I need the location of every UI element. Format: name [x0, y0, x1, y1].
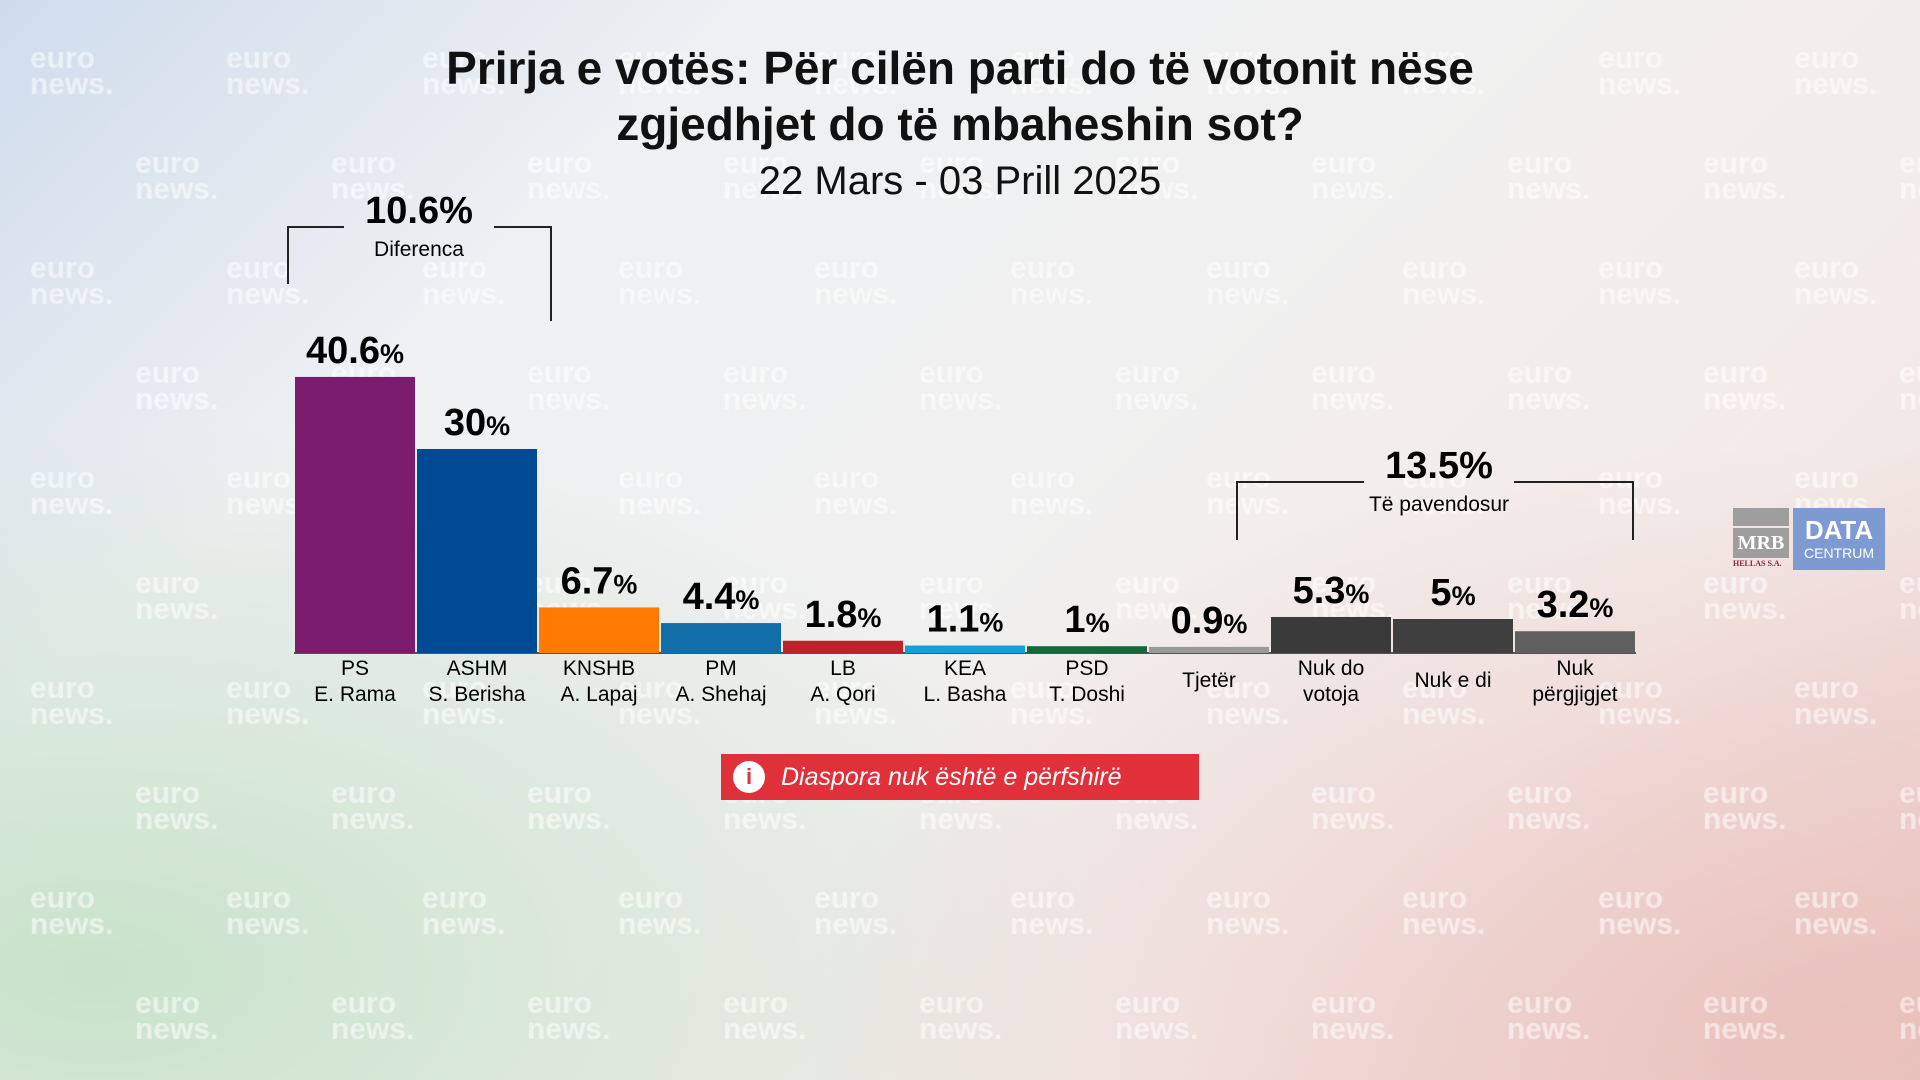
- value-label: 5.3%: [1293, 570, 1370, 612]
- value-label: 0.9%: [1171, 600, 1248, 642]
- category-label: S. Berisha: [429, 683, 526, 706]
- title-line-2: zgjedhjet do të mbaheshin sot?: [616, 98, 1304, 150]
- bar: [295, 376, 415, 653]
- category-label: E. Rama: [314, 683, 396, 706]
- mrb-datacentrum-logo: MRB HELLAS S.A. DATA CENTRUM: [1733, 508, 1885, 570]
- category-label: A. Shehaj: [675, 683, 766, 706]
- bar: [661, 623, 781, 653]
- annotation-value: 10.6%: [365, 190, 473, 232]
- category-label: PS: [341, 657, 369, 680]
- category-label: A. Lapaj: [560, 683, 637, 706]
- value-label: 6.7%: [561, 560, 638, 602]
- bar: [1149, 646, 1269, 653]
- info-icon: i: [733, 761, 765, 793]
- bar: [417, 449, 537, 653]
- bar: [783, 640, 903, 653]
- value-label: 1.1%: [927, 599, 1004, 641]
- value-label: 30%: [444, 402, 510, 444]
- category-label: Nuk e di: [1414, 669, 1491, 692]
- category-label: përgjigjet: [1532, 683, 1617, 706]
- annotation-label: Të pavendosur: [1369, 493, 1509, 516]
- category-label: T. Doshi: [1049, 683, 1125, 706]
- logo-mrb: MRB: [1733, 528, 1789, 558]
- category-label: votoja: [1303, 683, 1359, 706]
- annotation-bracket: [1236, 481, 1634, 540]
- category-label: Nuk: [1556, 657, 1594, 680]
- title-line-1: Prirja e votës: Për cilën parti do të vo…: [446, 42, 1474, 94]
- annotation-value: 13.5%: [1385, 445, 1493, 487]
- logo-mrb-sub: HELLAS S.A.: [1733, 559, 1782, 568]
- value-label: 5%: [1430, 572, 1475, 614]
- category-label: L. Basha: [924, 683, 1007, 706]
- bar: [1271, 616, 1391, 653]
- category-label: LB: [830, 657, 856, 680]
- value-label: 1.8%: [805, 594, 882, 636]
- value-label: 3.2%: [1537, 584, 1614, 626]
- category-label: A. Qori: [810, 683, 875, 706]
- value-label: 1%: [1064, 599, 1109, 641]
- chart-title: Prirja e votës: Për cilën parti do të vo…: [0, 40, 1920, 152]
- chart-subtitle: 22 Mars - 03 Prill 2025: [758, 159, 1162, 203]
- notice-text: Diaspora nuk është e përfshirë: [781, 763, 1122, 791]
- category-label: KEA: [944, 657, 986, 680]
- category-label: Nuk do: [1298, 657, 1365, 680]
- bar: [1393, 619, 1513, 653]
- category-label: Tjetër: [1182, 669, 1236, 692]
- bar: [539, 607, 659, 653]
- logo-centrum: CENTRUM: [1804, 545, 1874, 561]
- value-label: 40.6%: [306, 330, 404, 372]
- category-label: PSD: [1065, 657, 1108, 680]
- category-label: KNSHB: [563, 657, 635, 680]
- annotation-label: Diferenca: [374, 238, 464, 261]
- category-label: PM: [705, 657, 737, 680]
- bar: [1515, 631, 1635, 653]
- bar: [905, 645, 1025, 653]
- diaspora-notice: i Diaspora nuk është e përfshirë: [721, 754, 1199, 800]
- bar: [1027, 646, 1147, 653]
- annotation-bracket: [287, 226, 552, 321]
- logo-data: DATA: [1804, 515, 1874, 545]
- category-label: ASHM: [447, 657, 508, 680]
- value-label: 4.4%: [683, 576, 760, 618]
